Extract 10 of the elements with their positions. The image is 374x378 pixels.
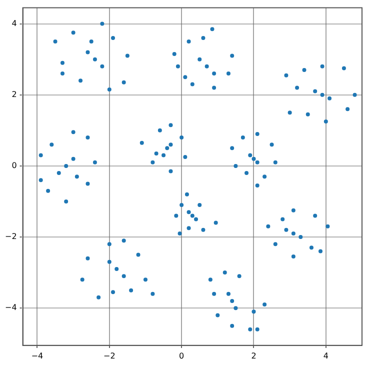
x-tick-label: 4: [323, 351, 328, 360]
y-tick-label: 4: [12, 18, 17, 28]
x-tick-label: 2: [251, 351, 256, 360]
y-tick-label: 2: [12, 90, 17, 99]
x-tick-label: 0: [179, 351, 184, 360]
y-tick-label: −2: [4, 232, 17, 242]
x-tick-label: −4: [31, 351, 44, 360]
y-tick-label: −4: [4, 303, 17, 312]
x-tick-label: −2: [104, 351, 116, 360]
y-tick-label: 0: [12, 161, 17, 170]
